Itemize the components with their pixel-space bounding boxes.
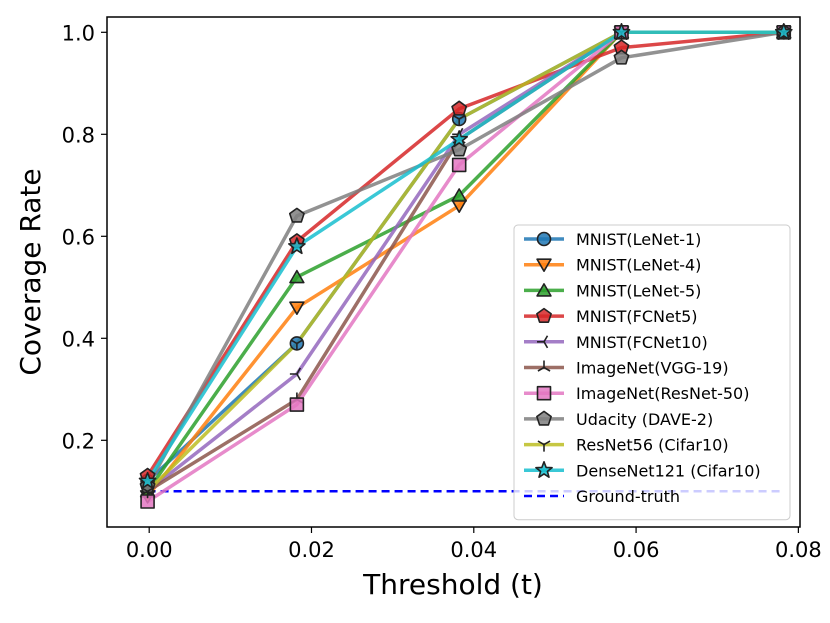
legend-label: MNIST(FCNet10) [576,333,708,352]
data-point-udacity-dave-2 [288,207,305,223]
legend-box [513,224,791,521]
data-point-densenet121-cifar10 [450,130,469,148]
legend-label: Ground-truth [576,487,680,506]
legend-marker-densenet121-cifar10 [535,460,553,478]
legend-label: MNIST(LeNet-1) [576,230,701,249]
legend-marker-resnet56-cifar10 [537,440,551,452]
legend-label: MNIST(LeNet-5) [576,281,701,300]
y-tick-label: 0.4 [62,327,95,351]
data-point-densenet121-cifar10 [138,471,157,489]
legend-marker-mnist-lenet-5 [536,283,552,297]
data-point-imagenet-resnet-50 [289,397,305,412]
data-point-mnist-lenet-5 [289,269,305,284]
x-tick-label: 0.04 [450,538,497,562]
data-point-resnet56-cifar10 [290,339,304,351]
x-tick-label: 0.02 [288,538,335,562]
legend-marker-mnist-lenet-1 [536,231,552,247]
legend: MNIST(LeNet-1) MNIST(LeNet-4) MNIST(LeNet-… [513,224,791,521]
legend-marker-mnist-fcnet5 [536,307,552,323]
data-point-imagenet-resnet-50 [451,157,467,173]
legend-marker-imagenet-resnet-50 [536,385,552,401]
legend-marker-mnist-lenet-4 [536,258,552,273]
legend-label: MNIST(LeNet-4) [576,256,701,275]
y-tick-label: 0.2 [62,429,95,453]
data-point-densenet121-cifar10 [612,22,631,40]
legend-marker-imagenet-vgg-19 [537,360,551,372]
plot-frame [106,16,801,528]
y-ticks: 0.2 0.4 0.6 0.8 1.0 [62,21,107,453]
legend-label: ImageNet(ResNet-50) [576,384,749,403]
y-tick-label: 0.8 [62,123,95,147]
legend-marker-udacity-dave-2 [536,410,552,426]
x-tick-label: 0.00 [126,538,173,562]
data-point-densenet121-cifar10 [287,237,306,255]
x-axis-label: Threshold (t) [362,568,543,601]
legend-label: ImageNet(VGG-19) [576,359,729,378]
y-tick-label: 0.6 [62,225,95,249]
x-ticks: 0.00 0.02 0.04 0.06 0.08 [126,527,822,562]
legend-label: DenseNet121 (Cifar10) [576,461,761,480]
legend-label: MNIST(FCNet5) [576,307,698,326]
data-point-udacity-dave-2 [613,49,630,65]
data-point-mnist-lenet-4 [289,301,305,316]
x-tick-label: 0.06 [613,538,660,562]
data-point-densenet121-cifar10 [774,22,793,40]
data-point-resnet56-cifar10 [452,114,466,126]
data-point-mnist-fcnet5 [451,100,468,116]
legend-label: Udacity (DAVE-2) [576,410,713,429]
plot-markers [138,22,793,509]
legend-marker-mnist-fcnet10 [537,335,549,349]
data-point-mnist-lenet-5 [451,188,467,202]
x-tick-label: 0.08 [775,538,822,562]
y-axis-label: Coverage Rate [14,168,47,375]
legend-label: ResNet56 (Cifar10) [576,436,729,455]
data-point-mnist-fcnet10 [289,367,302,381]
y-tick-label: 1.0 [62,21,95,45]
